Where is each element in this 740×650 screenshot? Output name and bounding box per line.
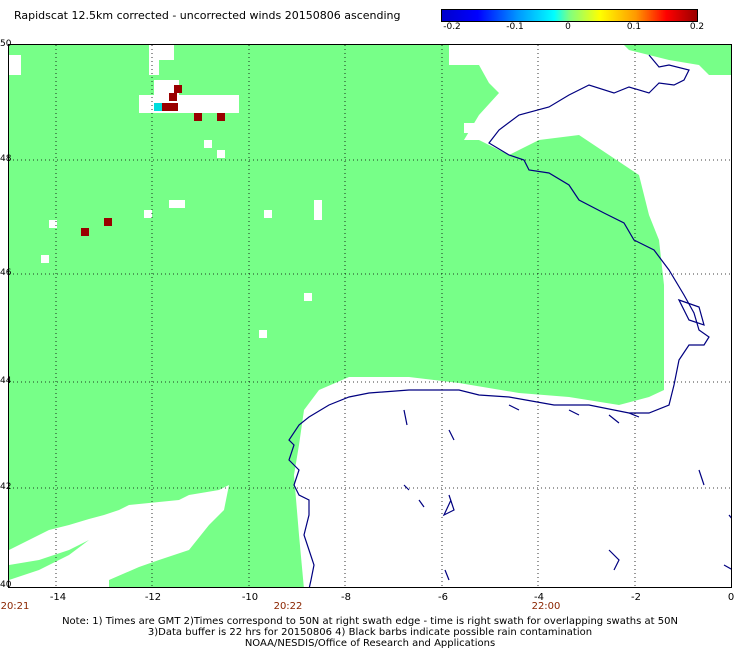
- colorbar-label-zero: 0: [565, 22, 571, 32]
- colorbar-label-neg02: -0.2: [443, 22, 461, 32]
- note-line-1: Note: 1) Times are GMT 2)Times correspon…: [62, 616, 678, 627]
- lon-label-neg8: -8: [341, 592, 351, 603]
- lon-label-neg14: -14: [49, 592, 67, 603]
- gap-5: [169, 200, 185, 208]
- note-line-3: NOAA/NESDIS/Office of Research and Appli…: [244, 638, 496, 649]
- time-label-2022: 20:22: [273, 601, 303, 612]
- colorbar: [441, 9, 698, 22]
- swath-top-right: [624, 45, 731, 75]
- lat-label-42: 42: [0, 482, 12, 492]
- coast-europe: [288, 54, 710, 587]
- time-label-2200: 22:00: [531, 601, 561, 612]
- swath-lower-left: [9, 530, 109, 580]
- lat-label-50: 50: [0, 39, 12, 49]
- gap-11: [304, 293, 312, 301]
- gap-12: [259, 330, 267, 338]
- diff-pixel-3: [162, 103, 178, 111]
- coast-gironde: [677, 298, 705, 326]
- gap-13: [464, 123, 489, 133]
- lon-label-0: 0: [727, 592, 735, 603]
- lat-label-40: 40: [0, 580, 12, 590]
- gap-10: [41, 255, 49, 263]
- gap-14: [9, 55, 21, 75]
- diff-pixel-5: [217, 113, 225, 121]
- graticule: [9, 45, 731, 587]
- low-diff-pixel: [154, 103, 162, 111]
- chart-title: Rapidscat 12.5km corrected - uncorrected…: [14, 9, 401, 22]
- diff-pixel-7: [81, 228, 89, 236]
- time-label-2021: 20:21: [0, 601, 30, 612]
- note-line-2: 3)Data buffer is 22 hrs for 20150806 4) …: [147, 627, 593, 638]
- gap-7: [314, 200, 322, 220]
- lat-label-46: 46: [0, 268, 12, 278]
- gap-9: [144, 210, 152, 218]
- lat-label-48: 48: [0, 154, 12, 164]
- colorbar-label-pos01: 0.1: [626, 22, 642, 32]
- lon-label-neg2: -2: [631, 592, 641, 603]
- colorbar-label-neg01: -0.1: [506, 22, 524, 32]
- lon-label-neg6: -6: [438, 592, 448, 603]
- gap-3: [204, 140, 212, 148]
- diff-pixel-6: [104, 218, 112, 226]
- high-diff-pixels: [81, 85, 225, 236]
- diff-pixel-2: [169, 93, 177, 101]
- gap-8: [49, 220, 57, 228]
- coast-islands: [403, 404, 731, 581]
- coastlines: [288, 54, 731, 587]
- swath-coverage: [9, 45, 731, 587]
- map-canvas: [9, 45, 731, 587]
- map-panel: [8, 44, 732, 588]
- lon-label-neg12: -12: [144, 592, 162, 603]
- swath-main: [9, 45, 664, 587]
- lon-label-neg4: -4: [534, 592, 544, 603]
- diff-pixel-4: [194, 113, 202, 121]
- diff-pixel-1: [174, 85, 182, 93]
- gap-4: [217, 150, 225, 158]
- lat-label-44: 44: [0, 376, 12, 386]
- lon-label-neg10: -10: [241, 592, 259, 603]
- colorbar-label-pos02: 0.2: [689, 22, 705, 32]
- gap-6: [264, 210, 272, 218]
